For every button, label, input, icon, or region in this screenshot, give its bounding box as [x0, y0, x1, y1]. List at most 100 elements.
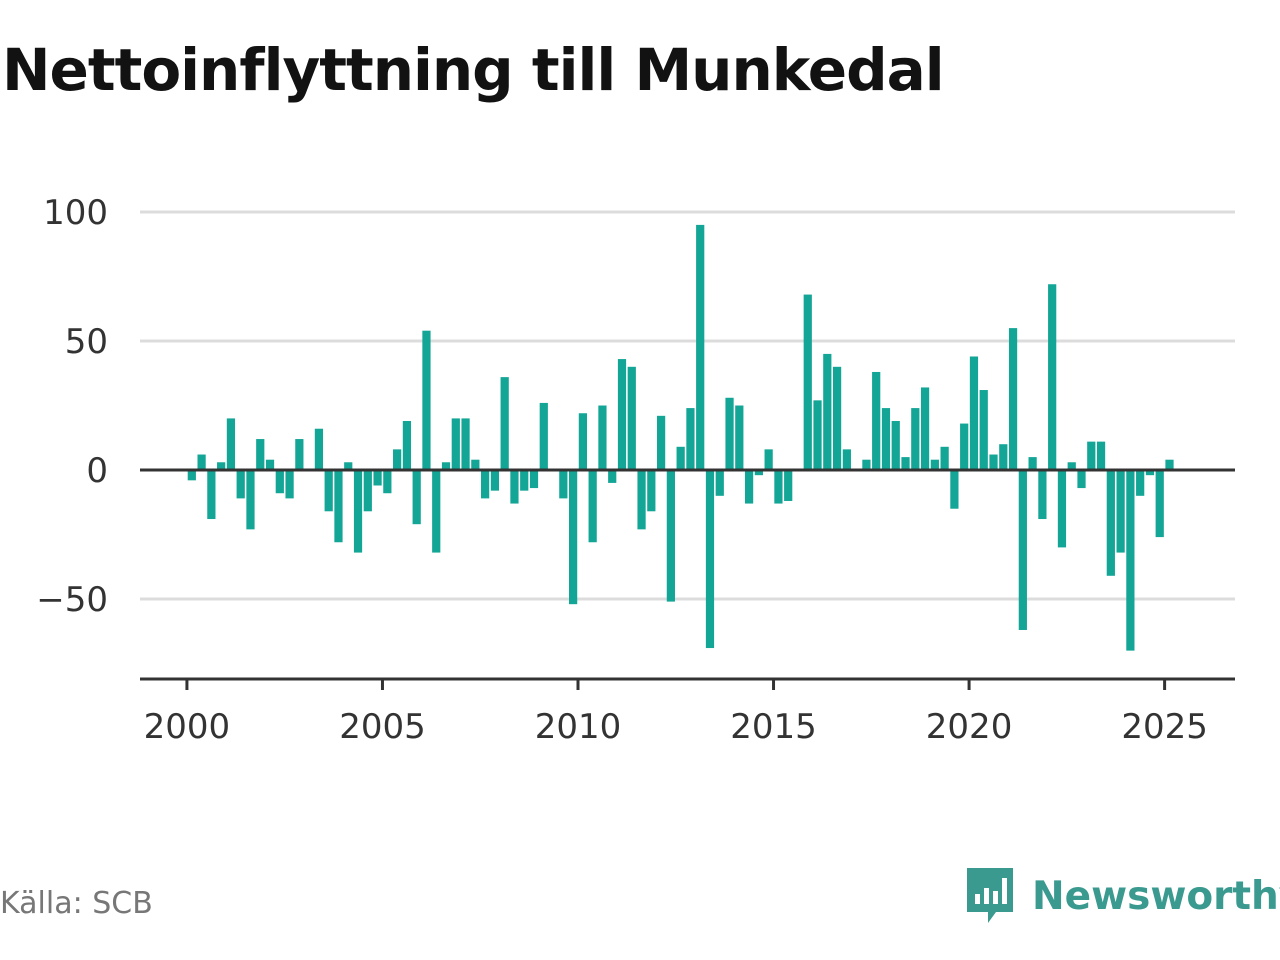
bar	[627, 366, 636, 471]
bar	[187, 470, 196, 481]
y-tick-label: 100	[43, 193, 108, 233]
bars	[187, 224, 1174, 651]
x-tick-label: 2000	[144, 707, 231, 747]
x-tick-label: 2025	[1121, 707, 1208, 747]
bar	[950, 470, 959, 509]
bar	[1057, 470, 1067, 548]
bar	[490, 470, 500, 491]
bar	[217, 462, 226, 471]
bar	[520, 470, 529, 491]
bar	[784, 470, 793, 501]
bar	[881, 408, 891, 471]
bar	[705, 470, 715, 649]
bar	[441, 462, 451, 471]
bar	[246, 470, 255, 530]
newsworthy-logo-icon	[967, 868, 1013, 923]
bar	[197, 454, 206, 471]
bar	[539, 402, 548, 471]
bar	[363, 470, 372, 512]
x-tick-label: 2005	[339, 707, 426, 747]
bar	[1028, 457, 1037, 471]
bar	[1136, 470, 1145, 496]
brand[interactable]: Newsworthy	[964, 864, 1280, 928]
bar	[1077, 470, 1086, 489]
bar	[696, 224, 705, 471]
bar	[666, 470, 675, 602]
bar	[1106, 470, 1115, 576]
bar	[324, 470, 333, 512]
bar	[891, 420, 900, 471]
bar	[559, 470, 568, 499]
bar	[285, 470, 294, 499]
bar	[1067, 462, 1076, 471]
bar	[872, 371, 881, 471]
bar	[1096, 441, 1106, 471]
bar	[422, 330, 431, 471]
x-axis: 2000 2005 2010 2015 2020 2025	[140, 677, 1235, 747]
bar	[412, 470, 421, 525]
bar	[598, 405, 607, 471]
bar	[236, 470, 245, 499]
bar	[617, 359, 627, 471]
bar	[803, 294, 812, 471]
source-label: Källa: SCB	[0, 886, 153, 921]
bar	[744, 470, 754, 504]
bar	[432, 470, 441, 553]
bar	[1018, 470, 1027, 630]
bar	[588, 470, 597, 543]
bar	[402, 420, 412, 471]
bar	[1165, 459, 1174, 471]
bar	[578, 413, 587, 471]
y-tick-label: −50	[36, 580, 108, 620]
bar	[344, 462, 353, 471]
bar	[226, 418, 236, 471]
bar	[686, 408, 695, 471]
bar	[500, 377, 509, 471]
bar	[725, 397, 734, 471]
gridlines	[140, 210, 1235, 601]
bar	[461, 418, 470, 471]
bar	[481, 470, 490, 499]
bar	[656, 415, 666, 471]
bar	[930, 459, 939, 471]
bar	[1038, 470, 1047, 520]
bar	[647, 470, 656, 512]
bar	[754, 470, 763, 476]
bar	[265, 459, 275, 471]
bar	[1008, 328, 1018, 471]
bar	[510, 470, 519, 504]
bar	[862, 459, 871, 471]
bar	[969, 356, 979, 471]
bar	[979, 390, 988, 471]
bar	[842, 449, 851, 471]
bar	[764, 449, 773, 471]
bar	[207, 470, 216, 520]
bar	[451, 418, 460, 471]
bar	[920, 387, 930, 471]
bar	[774, 470, 783, 504]
bar	[256, 439, 265, 471]
bar	[393, 449, 402, 471]
bar	[813, 400, 822, 471]
x-tick-label: 2010	[535, 707, 622, 747]
bar	[295, 439, 304, 471]
brand-name: Newsworthy	[1032, 873, 1280, 919]
bar	[608, 470, 617, 483]
bar	[960, 423, 969, 471]
bar	[715, 470, 724, 496]
bar	[569, 470, 578, 605]
bar	[999, 444, 1008, 471]
bar	[334, 470, 343, 543]
bar	[314, 428, 324, 471]
y-tick-label: 50	[65, 322, 108, 362]
bar	[353, 470, 363, 553]
bar	[911, 408, 920, 471]
bar	[940, 446, 949, 471]
bar	[275, 470, 284, 494]
bar	[1155, 470, 1164, 538]
bar	[529, 470, 539, 489]
x-tick-label: 2020	[926, 707, 1013, 747]
bar	[383, 470, 392, 494]
bar	[1087, 441, 1096, 471]
